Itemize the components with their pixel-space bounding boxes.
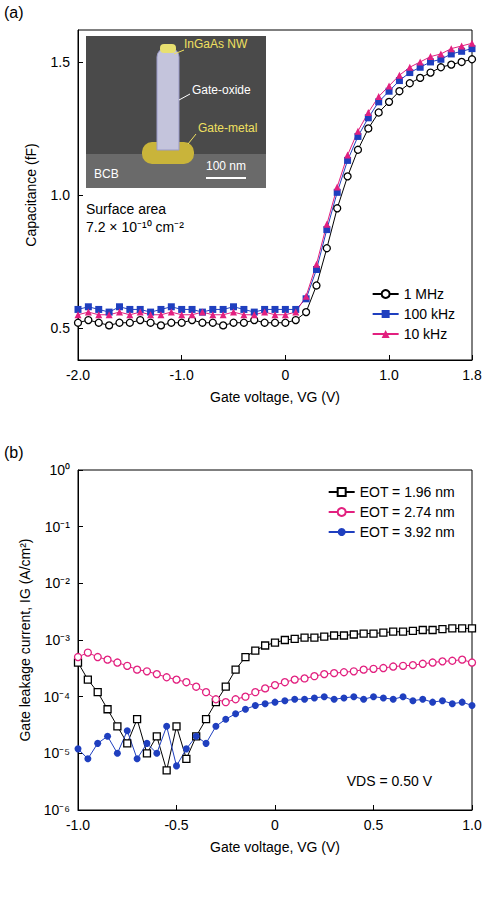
- svg-text:Gate-oxide: Gate-oxide: [192, 83, 251, 97]
- svg-text:1.8: 1.8: [462, 367, 482, 383]
- svg-text:Surface area: Surface area: [86, 201, 166, 217]
- svg-text:EOT = 3.92 nm: EOT = 3.92 nm: [360, 524, 455, 540]
- svg-text:10 kHz: 10 kHz: [404, 326, 448, 342]
- svg-text:10⁻⁶: 10⁻⁶: [44, 802, 70, 818]
- svg-text:-1.0: -1.0: [66, 817, 90, 833]
- svg-text:Gate leakage current, IG (A/cm: Gate leakage current, IG (A/cm²): [17, 538, 33, 741]
- svg-text:10⁰: 10⁰: [49, 462, 70, 478]
- svg-text:100 kHz: 100 kHz: [404, 306, 455, 322]
- svg-text:10⁻⁵: 10⁻⁵: [44, 745, 70, 761]
- svg-text:1.0: 1.0: [51, 187, 71, 203]
- svg-text:10⁻³: 10⁻³: [45, 632, 71, 648]
- svg-text:1.0: 1.0: [379, 367, 399, 383]
- svg-text:0: 0: [281, 367, 289, 383]
- svg-text:(a): (a): [4, 4, 24, 21]
- svg-text:100 nm: 100 nm: [206, 159, 246, 173]
- svg-text:Capacitance (fF): Capacitance (fF): [23, 143, 39, 246]
- svg-text:0: 0: [271, 817, 279, 833]
- svg-text:10⁻²: 10⁻²: [45, 575, 71, 591]
- svg-text:1.0: 1.0: [462, 817, 482, 833]
- svg-text:Gate voltage, VG (V): Gate voltage, VG (V): [210, 839, 340, 855]
- svg-text:Gate voltage, VG (V): Gate voltage, VG (V): [210, 389, 340, 405]
- svg-text:1 MHz: 1 MHz: [404, 286, 444, 302]
- svg-text:10⁻⁴: 10⁻⁴: [43, 689, 70, 705]
- svg-text:0.5: 0.5: [51, 320, 71, 336]
- svg-text:-0.5: -0.5: [164, 817, 188, 833]
- svg-text:EOT = 1.96 nm: EOT = 1.96 nm: [360, 484, 455, 500]
- svg-text:BCB: BCB: [94, 167, 119, 181]
- svg-text:-2.0: -2.0: [66, 367, 90, 383]
- svg-text:(b): (b): [4, 444, 24, 461]
- svg-text:VDS = 0.50 V: VDS = 0.50 V: [347, 773, 433, 789]
- svg-text:1.5: 1.5: [51, 54, 71, 70]
- svg-text:10⁻¹: 10⁻¹: [45, 519, 71, 535]
- svg-text:7.2 × 10⁻¹⁰ cm⁻²: 7.2 × 10⁻¹⁰ cm⁻²: [86, 219, 184, 235]
- svg-text:-1.0: -1.0: [170, 367, 194, 383]
- svg-text:0.5: 0.5: [364, 817, 384, 833]
- svg-text:EOT = 2.74 nm: EOT = 2.74 nm: [360, 504, 455, 520]
- svg-text:Gate-metal: Gate-metal: [198, 121, 257, 135]
- svg-text:InGaAs NW: InGaAs NW: [184, 37, 248, 51]
